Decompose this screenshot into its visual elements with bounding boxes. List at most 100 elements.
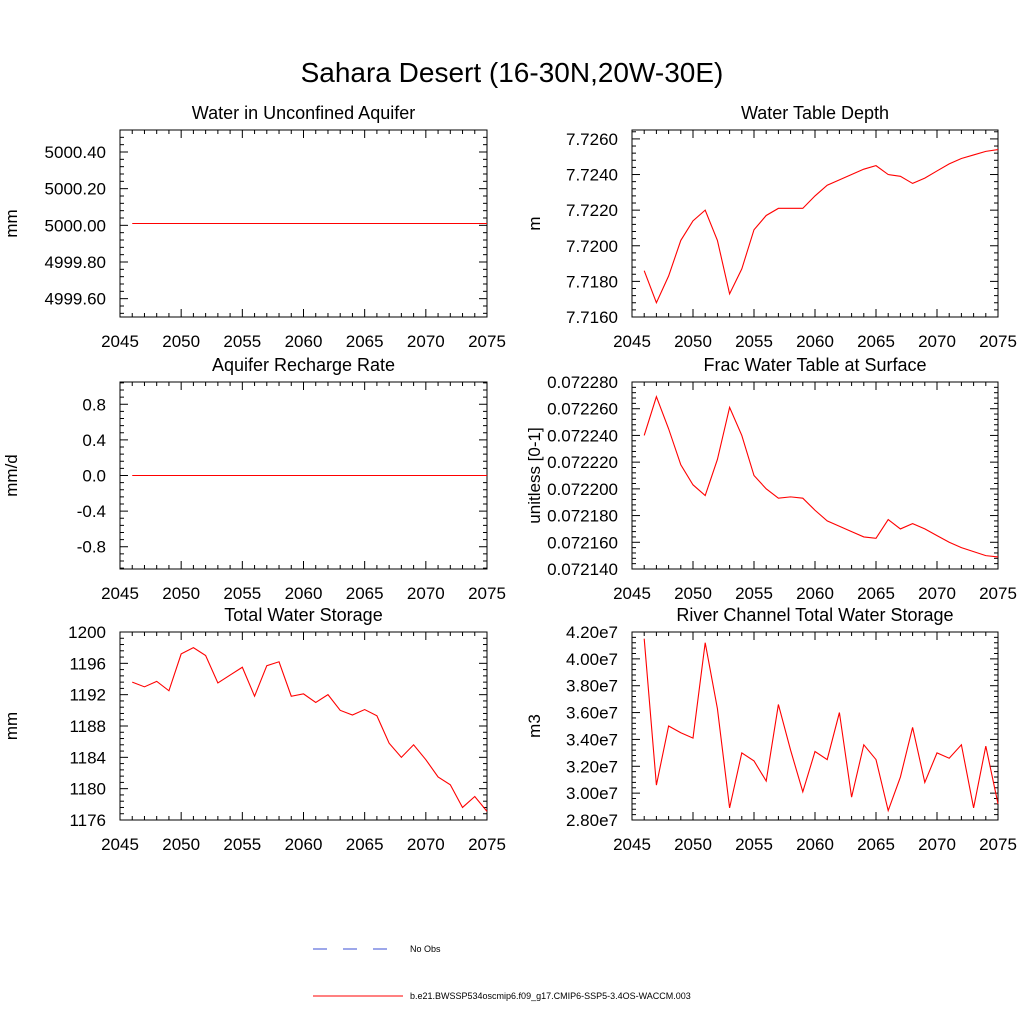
x-tick-label: 2055 bbox=[735, 584, 773, 603]
panel-frac-water-table: Frac Water Table at Surface 2045 2050 2055 2… bbox=[525, 355, 1017, 603]
x-tick-label: 2065 bbox=[857, 332, 895, 351]
x-tick-label: 2060 bbox=[285, 332, 323, 351]
y-tick-label: 3.40e7 bbox=[566, 730, 618, 749]
y-tick-label: 0.0 bbox=[82, 467, 106, 486]
x-tick-label: 2055 bbox=[223, 835, 261, 854]
panel-water-unconfined-aquifer: Water in Unconfined Aquifer 2045 2050 2055 2… bbox=[2, 103, 506, 351]
panel-title: Water in Unconfined Aquifer bbox=[192, 103, 415, 123]
series-line-0 bbox=[643, 638, 999, 813]
x-tick-label: 2065 bbox=[346, 332, 384, 351]
x-tick-label: 2075 bbox=[468, 835, 506, 854]
y-tick-label: 7.7240 bbox=[566, 166, 618, 185]
panel-total-water-storage: Total Water Storage 2045 2050 2055 2060 2065 2… bbox=[2, 605, 506, 854]
panel-title: Total Water Storage bbox=[224, 605, 382, 625]
y-axis-label: mm/d bbox=[2, 454, 21, 497]
x-tick-label: 2075 bbox=[468, 332, 506, 351]
x-tick-label: 2070 bbox=[918, 835, 956, 854]
panel-aquifer-recharge-rate: Aquifer Recharge Rate 2045 2050 2055 2060 206… bbox=[2, 355, 506, 603]
y-tick-label: 4.00e7 bbox=[566, 650, 618, 669]
x-tick-label: 2070 bbox=[407, 584, 445, 603]
y-tick-label: 0.072200 bbox=[547, 480, 618, 499]
y-tick-label: 7.7260 bbox=[566, 130, 618, 149]
x-tick-label: 2045 bbox=[101, 835, 139, 854]
y-tick-label: 1196 bbox=[69, 654, 106, 673]
panel-water-table-depth: Water Table Depth 2045 2050 2055 2060 2065 207… bbox=[525, 103, 1017, 351]
y-tick-label: 1184 bbox=[69, 748, 106, 767]
y-tick-label: 1192 bbox=[69, 686, 106, 705]
y-tick-label: 0.4 bbox=[82, 431, 106, 450]
panel-title: Frac Water Table at Surface bbox=[703, 355, 926, 375]
x-tick-label: 2055 bbox=[735, 835, 773, 854]
y-tick-label: 0.8 bbox=[82, 395, 106, 414]
y-tick-label: 1200 bbox=[68, 623, 106, 642]
y-tick-label: 0.072160 bbox=[547, 533, 618, 552]
series-line-0 bbox=[643, 149, 999, 305]
x-tick-label: 2050 bbox=[162, 584, 200, 603]
y-tick-label: 0.072280 bbox=[547, 373, 618, 392]
x-tick-label: 2065 bbox=[346, 835, 384, 854]
series-line-0 bbox=[132, 647, 488, 812]
x-tick-label: 2050 bbox=[674, 835, 712, 854]
x-tick-label: 2045 bbox=[613, 835, 651, 854]
panel-title: River Channel Total Water Storage bbox=[676, 605, 953, 625]
x-tick-label: 2050 bbox=[162, 835, 200, 854]
y-tick-label: 7.7220 bbox=[566, 201, 618, 220]
y-tick-label: 1180 bbox=[69, 780, 106, 799]
y-tick-label: -0.4 bbox=[77, 502, 106, 521]
y-tick-label: 0.072260 bbox=[547, 400, 618, 419]
y-tick-label: -0.8 bbox=[77, 538, 106, 557]
x-tick-label: 2075 bbox=[979, 332, 1017, 351]
x-tick-label: 2060 bbox=[796, 584, 834, 603]
x-tick-label: 2075 bbox=[468, 584, 506, 603]
y-tick-label: 5000.00 bbox=[45, 216, 106, 235]
figure-title: Sahara Desert (16-30N,20W-30E) bbox=[301, 57, 724, 88]
y-tick-label: 3.00e7 bbox=[566, 784, 618, 803]
x-tick-label: 2070 bbox=[918, 332, 956, 351]
y-tick-label: 3.80e7 bbox=[566, 677, 618, 696]
x-tick-label: 2055 bbox=[735, 332, 773, 351]
x-tick-label: 2070 bbox=[407, 332, 445, 351]
y-tick-label: 2.80e7 bbox=[566, 811, 618, 830]
x-tick-label: 2050 bbox=[162, 332, 200, 351]
x-tick-label: 2055 bbox=[223, 332, 261, 351]
y-tick-label: 0.072180 bbox=[547, 507, 618, 526]
x-tick-label: 2050 bbox=[674, 584, 712, 603]
y-axis-label: unitless [0-1] bbox=[525, 427, 544, 523]
y-tick-label: 0.072140 bbox=[547, 560, 618, 579]
y-tick-label: 5000.20 bbox=[45, 180, 106, 199]
x-tick-label: 2045 bbox=[101, 584, 139, 603]
y-tick-label: 4999.80 bbox=[45, 253, 106, 272]
series-line-0 bbox=[643, 395, 999, 558]
y-tick-label: 7.7160 bbox=[566, 308, 618, 327]
x-tick-label: 2060 bbox=[285, 835, 323, 854]
x-tick-label: 2075 bbox=[979, 584, 1017, 603]
x-tick-label: 2050 bbox=[674, 332, 712, 351]
y-tick-label: 1176 bbox=[69, 811, 106, 830]
panel-river-channel-storage: River Channel Total Water Storage 2045 205… bbox=[525, 605, 1017, 854]
y-tick-label: 4999.60 bbox=[45, 290, 106, 309]
x-tick-label: 2075 bbox=[979, 835, 1017, 854]
x-tick-label: 2060 bbox=[796, 332, 834, 351]
y-tick-label: 3.20e7 bbox=[566, 757, 618, 776]
x-tick-label: 2070 bbox=[918, 584, 956, 603]
panel-title: Water Table Depth bbox=[741, 103, 889, 123]
x-tick-label: 2065 bbox=[857, 835, 895, 854]
y-axis-label: mm bbox=[2, 712, 21, 740]
x-tick-label: 2060 bbox=[796, 835, 834, 854]
y-tick-label: 7.7200 bbox=[566, 237, 618, 256]
x-tick-label: 2055 bbox=[223, 584, 261, 603]
legend-label-model: b.e21.BWSSP534oscmip6.f09_g17.CMIP6-SSP5… bbox=[410, 991, 691, 1001]
y-tick-label: 5000.40 bbox=[45, 143, 106, 162]
x-tick-label: 2045 bbox=[613, 332, 651, 351]
legend: No Obs b.e21.BWSSP534oscmip6.f09_g17.CMI… bbox=[313, 944, 691, 1001]
y-axis-label: m bbox=[525, 216, 544, 230]
legend-label-no-obs: No Obs bbox=[410, 944, 441, 954]
x-tick-label: 2060 bbox=[285, 584, 323, 603]
panels: Water in Unconfined Aquifer 2045 2050 2055 2… bbox=[2, 103, 1017, 854]
y-tick-label: 7.7180 bbox=[566, 272, 618, 291]
x-tick-label: 2065 bbox=[857, 584, 895, 603]
y-axis-label: mm bbox=[2, 209, 21, 237]
x-tick-label: 2045 bbox=[613, 584, 651, 603]
x-tick-label: 2065 bbox=[346, 584, 384, 603]
